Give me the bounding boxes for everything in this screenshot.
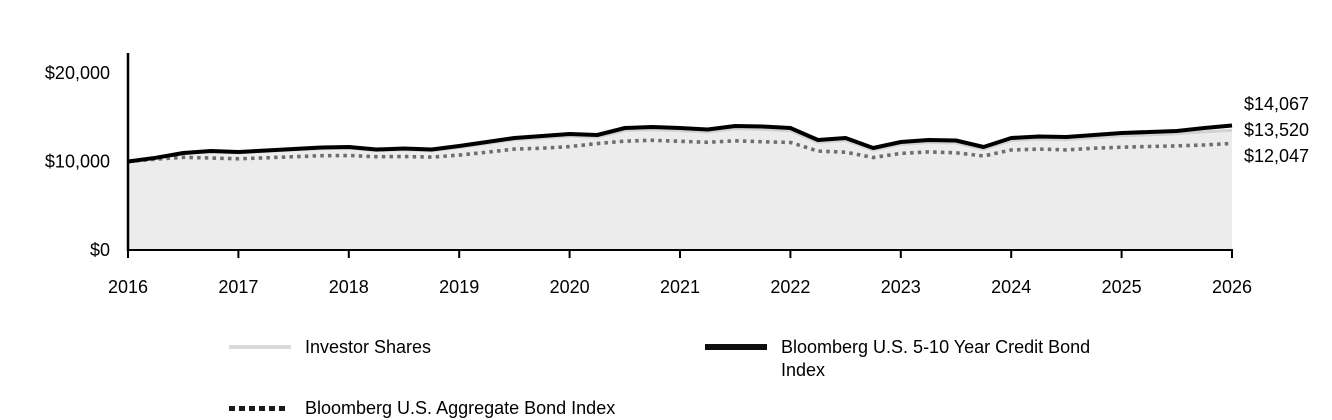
investor-shares-area (127, 127, 1233, 250)
x-axis-tick-label: 2020 (550, 277, 590, 297)
x-axis-tick-label: 2017 (218, 277, 258, 297)
y-axis-tick-label: $20,000 (45, 63, 110, 83)
index-lines (127, 123, 1233, 164)
x-axis-tick-label: 2019 (439, 277, 479, 297)
legend-item-aggregate-index: Bloomberg U.S. Aggregate Bond Index (229, 397, 615, 420)
x-axis-tick-label: 2016 (108, 277, 148, 297)
x-axis-tick-label: 2024 (991, 277, 1031, 297)
investor-shares-fill (128, 128, 1232, 250)
x-axis-tick-label: 2021 (660, 277, 700, 297)
credit-bond-index-line (127, 123, 1233, 164)
y-axis-tick-label: $0 (90, 240, 110, 260)
y-axis-tick-label: $10,000 (45, 152, 110, 172)
end-value-investor-shares: $13,520 (1244, 120, 1310, 140)
performance-line-chart: 2016 2017 2018 2019 2020 2021 2022 2023 2024 2025… (45, 53, 1252, 297)
x-axis-tick-label: 2023 (881, 277, 921, 297)
legend-item-investor-shares: Investor Shares (229, 336, 431, 359)
legend-label-credit-index: Bloomberg U.S. 5-10 Year Credit Bond Ind… (781, 337, 1091, 380)
x-axis-tick-label: 2025 (1102, 277, 1142, 297)
chart-axes (126, 53, 1233, 258)
aggregate-bond-index-line (127, 138, 1233, 164)
x-axis-tick-label: 2018 (329, 277, 369, 297)
investor-shares-line-swatch (229, 345, 291, 349)
x-axis-tick-label: 2022 (770, 277, 810, 297)
x-axis-tick-label: 2026 (1212, 277, 1252, 297)
legend-label-investor-shares: Investor Shares (305, 337, 432, 357)
end-value-aggregate-index: $12,047 (1244, 146, 1310, 166)
end-value-credit-index: $14,067 (1244, 94, 1310, 114)
axis-tick-labels: 2016 2017 2018 2019 2020 2021 2022 2023 2024 2025… (45, 63, 1252, 297)
aggregate-index-dotted-swatch (229, 406, 289, 411)
legend-label-aggregate-index: Bloomberg U.S. Aggregate Bond Index (305, 398, 616, 418)
credit-index-line-swatch (705, 344, 767, 350)
legend-item-credit-index: Bloomberg U.S. 5-10 Year Credit Bond Ind… (705, 336, 1091, 382)
